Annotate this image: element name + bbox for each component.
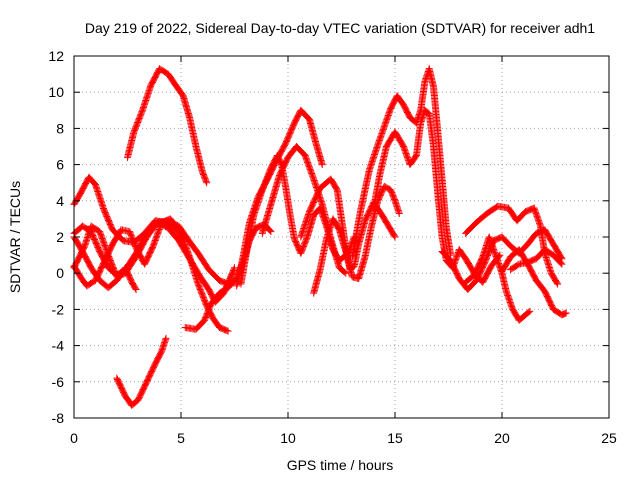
y-tick-label: 4 xyxy=(56,193,64,209)
data-point xyxy=(202,177,210,185)
data-point xyxy=(553,279,561,287)
data-point xyxy=(318,161,326,169)
x-tick-label: 25 xyxy=(601,430,617,446)
data-markers xyxy=(70,65,570,409)
data-point xyxy=(342,269,350,277)
y-tick-label: 6 xyxy=(56,157,64,173)
x-tick-label: 5 xyxy=(177,430,185,446)
y-tick-label: -6 xyxy=(52,374,65,390)
data-point xyxy=(562,309,570,317)
data-point xyxy=(223,327,231,335)
y-tick-label: 10 xyxy=(48,84,64,100)
series-arc-r xyxy=(462,233,534,324)
data-point xyxy=(132,285,140,293)
data-point xyxy=(266,227,274,235)
data-point xyxy=(395,209,403,217)
data-point xyxy=(231,264,238,272)
data-point xyxy=(525,308,533,316)
data-point xyxy=(390,232,398,240)
series-arc-g xyxy=(70,233,140,293)
data-point xyxy=(224,327,232,335)
y-tick-label: 0 xyxy=(56,265,64,281)
y-tick-label: 2 xyxy=(56,229,64,245)
x-tick-label: 15 xyxy=(387,430,403,446)
data-point xyxy=(162,334,170,342)
data-point xyxy=(391,233,399,241)
y-tick-label: 12 xyxy=(48,48,64,64)
data-point xyxy=(131,284,139,292)
y-axis-label: SDTVAR / TECUs xyxy=(7,181,23,293)
y-tick-label: 8 xyxy=(56,120,64,136)
x-tick-label: 10 xyxy=(280,430,296,446)
data-point xyxy=(267,228,275,236)
data-point xyxy=(228,271,236,279)
chart-title: Day 219 of 2022, Sidereal Day-to-day VTE… xyxy=(85,20,595,36)
axis-ticks: 0 5 10 15 20 25 -8 -6 -4 -2 0 2 4 6 8 10 12 xyxy=(48,48,617,446)
data-point xyxy=(554,280,562,288)
series-arc-b xyxy=(124,65,211,187)
x-tick-label: 0 xyxy=(70,430,78,446)
data-point xyxy=(557,259,565,267)
series-arc-t xyxy=(507,246,566,274)
data-point xyxy=(228,269,236,277)
series-arc-c xyxy=(113,334,170,409)
y-tick-label: -8 xyxy=(52,410,65,426)
y-tick-label: -4 xyxy=(52,338,65,354)
y-tick-label: -2 xyxy=(52,301,65,317)
x-tick-label: 20 xyxy=(494,430,510,446)
x-axis-label: GPS time / hours xyxy=(287,457,394,473)
data-point xyxy=(341,268,349,276)
data-point xyxy=(526,307,534,315)
data-point xyxy=(203,179,211,187)
data-point xyxy=(558,260,566,268)
data-point xyxy=(230,265,238,273)
